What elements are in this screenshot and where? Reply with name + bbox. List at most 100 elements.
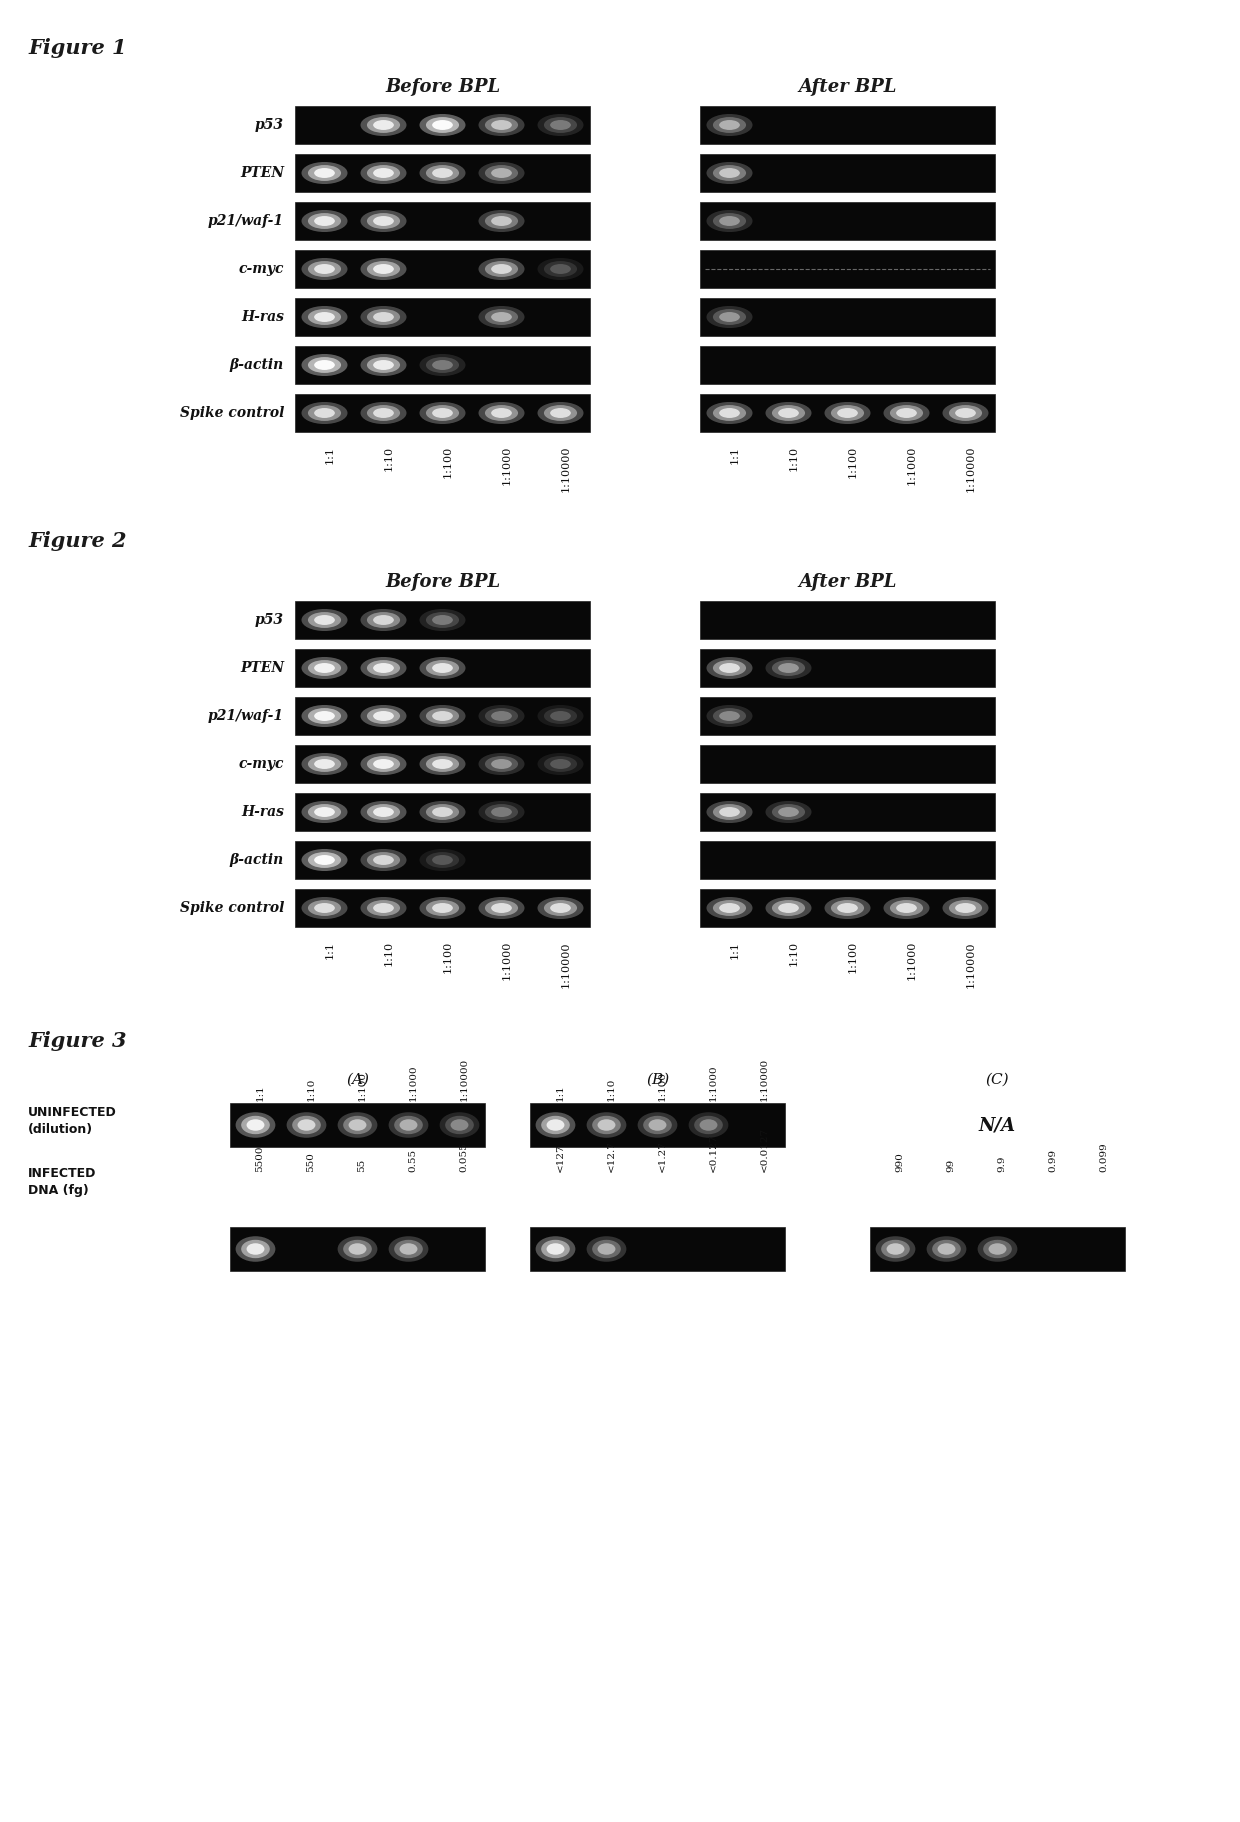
Text: Spike control: Spike control (180, 406, 284, 421)
Ellipse shape (883, 896, 930, 918)
Ellipse shape (551, 711, 570, 722)
Ellipse shape (537, 752, 584, 774)
Ellipse shape (419, 896, 465, 918)
Text: 1:1: 1:1 (255, 1084, 264, 1100)
Bar (701, 106, 994, 144)
Text: <1.27: <1.27 (657, 1141, 667, 1172)
Ellipse shape (491, 807, 512, 816)
Text: 1:1000: 1:1000 (906, 446, 916, 485)
Ellipse shape (314, 361, 335, 370)
Bar (295, 889, 590, 927)
Bar (701, 842, 994, 878)
Text: After BPL: After BPL (799, 78, 897, 97)
Text: Before BPL: Before BPL (384, 78, 500, 97)
Bar (701, 649, 994, 687)
Bar (701, 394, 994, 432)
Bar (229, 1102, 485, 1148)
Ellipse shape (433, 120, 453, 129)
Ellipse shape (361, 403, 407, 425)
Ellipse shape (373, 711, 394, 722)
Ellipse shape (707, 403, 753, 425)
Ellipse shape (544, 117, 577, 133)
Bar (529, 1102, 785, 1148)
Ellipse shape (491, 904, 512, 913)
Text: 1:100: 1:100 (357, 1071, 367, 1100)
Ellipse shape (491, 168, 512, 179)
Ellipse shape (298, 1119, 315, 1131)
Text: 9.9: 9.9 (997, 1155, 1007, 1172)
Ellipse shape (890, 900, 923, 916)
Ellipse shape (547, 1243, 564, 1255)
Ellipse shape (955, 904, 976, 913)
Ellipse shape (367, 900, 401, 916)
Ellipse shape (485, 900, 518, 916)
Ellipse shape (598, 1243, 615, 1255)
Ellipse shape (707, 705, 753, 727)
Ellipse shape (541, 1239, 570, 1259)
Ellipse shape (419, 658, 465, 680)
Ellipse shape (314, 312, 335, 322)
Ellipse shape (301, 658, 347, 680)
Ellipse shape (479, 259, 525, 281)
Ellipse shape (361, 306, 407, 328)
Ellipse shape (719, 807, 740, 816)
Text: 1:100: 1:100 (443, 940, 453, 973)
Text: After BPL: After BPL (799, 572, 897, 590)
Ellipse shape (361, 752, 407, 774)
Ellipse shape (301, 896, 347, 918)
Text: 0.055: 0.055 (460, 1142, 469, 1172)
Ellipse shape (713, 709, 746, 723)
Ellipse shape (537, 259, 584, 281)
Text: UNINFECTED
(dilution): UNINFECTED (dilution) (29, 1106, 117, 1135)
Ellipse shape (765, 403, 811, 425)
Ellipse shape (373, 361, 394, 370)
Ellipse shape (301, 210, 347, 231)
Ellipse shape (479, 306, 525, 328)
Ellipse shape (361, 162, 407, 184)
Bar (701, 202, 994, 241)
Ellipse shape (479, 403, 525, 425)
Ellipse shape (937, 1243, 956, 1255)
Ellipse shape (707, 306, 753, 328)
Text: 1:1000: 1:1000 (501, 940, 511, 980)
Ellipse shape (373, 807, 394, 816)
Ellipse shape (433, 807, 453, 816)
Text: 550: 550 (306, 1152, 315, 1172)
Ellipse shape (308, 709, 341, 723)
Text: p21/waf-1: p21/waf-1 (208, 213, 284, 228)
Ellipse shape (765, 896, 811, 918)
Text: β-actin: β-actin (229, 853, 284, 867)
Ellipse shape (593, 1115, 621, 1133)
Ellipse shape (308, 804, 341, 820)
Ellipse shape (779, 904, 799, 913)
Ellipse shape (314, 168, 335, 179)
Ellipse shape (544, 709, 577, 723)
Ellipse shape (373, 855, 394, 865)
Ellipse shape (825, 403, 870, 425)
Ellipse shape (707, 115, 753, 137)
Ellipse shape (713, 404, 746, 421)
Ellipse shape (831, 404, 864, 421)
Ellipse shape (491, 408, 512, 417)
Ellipse shape (942, 403, 988, 425)
Bar (701, 698, 994, 734)
Text: 1:100: 1:100 (443, 446, 453, 477)
Text: 1:100: 1:100 (847, 940, 858, 973)
Ellipse shape (544, 404, 577, 421)
Ellipse shape (367, 853, 401, 867)
Ellipse shape (932, 1239, 961, 1259)
Text: 1:1: 1:1 (556, 1084, 564, 1100)
Ellipse shape (837, 408, 858, 417)
Bar (295, 155, 590, 191)
Text: Figure 2: Figure 2 (29, 530, 126, 550)
Ellipse shape (433, 855, 453, 865)
Ellipse shape (373, 312, 394, 322)
Ellipse shape (314, 217, 335, 226)
Ellipse shape (694, 1115, 723, 1133)
Text: 1:1000: 1:1000 (501, 446, 511, 485)
Ellipse shape (419, 353, 465, 375)
Ellipse shape (247, 1243, 264, 1255)
Ellipse shape (419, 609, 465, 630)
Ellipse shape (425, 404, 459, 421)
Ellipse shape (308, 213, 341, 230)
